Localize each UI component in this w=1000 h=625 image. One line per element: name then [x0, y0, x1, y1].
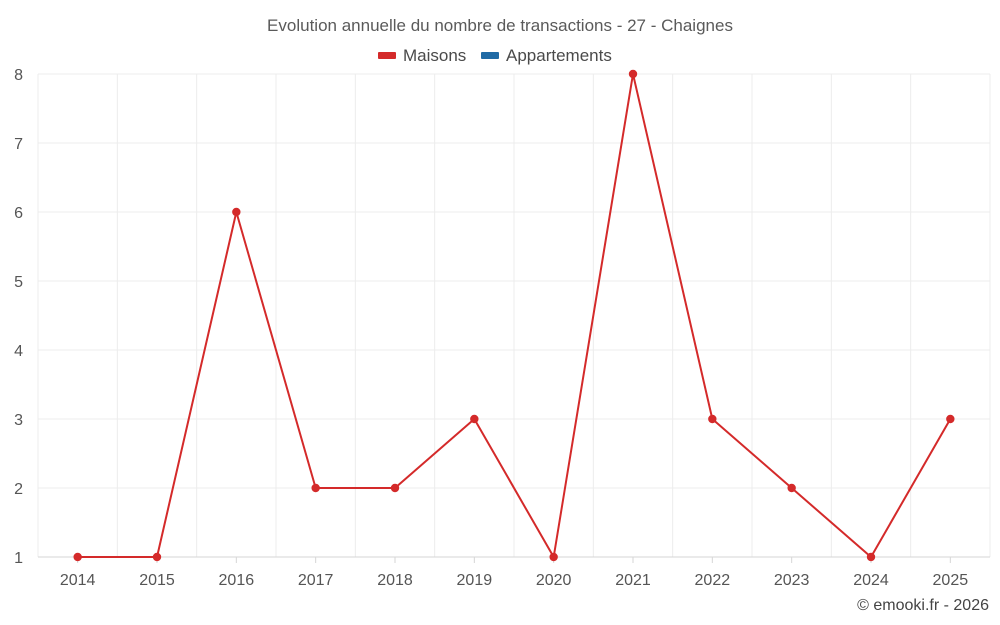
- x-tick-label: 2024: [853, 572, 889, 589]
- legend-item-maisons[interactable]: Maisons: [378, 46, 466, 65]
- y-tick-label: 7: [14, 136, 23, 153]
- data-point-maisons-2015[interactable]: [152, 552, 162, 562]
- axes: [38, 556, 990, 563]
- y-tick-label: 4: [14, 343, 23, 360]
- data-point-maisons-2023[interactable]: [787, 483, 796, 493]
- legend-label-appartements: Appartements: [506, 46, 612, 65]
- y-tick-label: 8: [14, 67, 23, 84]
- x-tick-label: 2016: [219, 572, 255, 589]
- y-tick-label: 6: [14, 205, 23, 222]
- legend-swatch-appartements: [481, 52, 499, 59]
- legend: Maisons Appartements: [378, 46, 612, 65]
- data-point-maisons-2014[interactable]: [73, 552, 82, 562]
- data-point-maisons-2020[interactable]: [549, 552, 558, 562]
- data-point-maisons-2021[interactable]: [628, 69, 638, 79]
- x-tick-label: 2025: [933, 572, 969, 589]
- data-point-maisons-2025[interactable]: [946, 414, 955, 424]
- data-point-maisons-2016[interactable]: [232, 207, 241, 217]
- y-tick-label: 1: [14, 550, 23, 567]
- legend-label-maisons: Maisons: [403, 46, 466, 65]
- legend-item-appartements[interactable]: Appartements: [481, 46, 612, 65]
- legend-swatch-maisons: [378, 52, 396, 59]
- x-tick-label: 2015: [139, 572, 175, 589]
- series-layer: [73, 69, 955, 562]
- data-point-maisons-2018[interactable]: [390, 483, 400, 493]
- x-tick-label: 2019: [457, 572, 493, 589]
- y-tick-label: 5: [14, 274, 23, 291]
- x-axis-ticks: 2014 2015 2016 2017 2018 2019 2020 2021 2022 2023…: [60, 572, 968, 589]
- x-tick-label: 2018: [377, 572, 413, 589]
- credit-text: © emooki.fr - 2026: [857, 597, 989, 614]
- x-tick-label: 2014: [60, 572, 96, 589]
- grid: [37, 73, 991, 557]
- x-tick-label: 2021: [615, 572, 651, 589]
- data-point-maisons-2017[interactable]: [311, 483, 320, 493]
- series-line-maisons: [77, 73, 952, 558]
- x-tick-label: 2020: [536, 572, 572, 589]
- chart-title: Evolution annuelle du nombre de transact…: [267, 16, 733, 35]
- data-point-maisons-2024[interactable]: [866, 552, 876, 562]
- y-axis-ticks: 1 2 3 4 5 6 7 8: [14, 67, 23, 567]
- x-tick-label: 2022: [695, 572, 731, 589]
- data-point-maisons-2019[interactable]: [470, 414, 479, 424]
- data-point-maisons-2022[interactable]: [708, 414, 717, 424]
- y-tick-label: 2: [14, 481, 23, 498]
- y-tick-label: 3: [14, 412, 23, 429]
- x-tick-label: 2023: [774, 572, 810, 589]
- x-tick-label: 2017: [298, 572, 334, 589]
